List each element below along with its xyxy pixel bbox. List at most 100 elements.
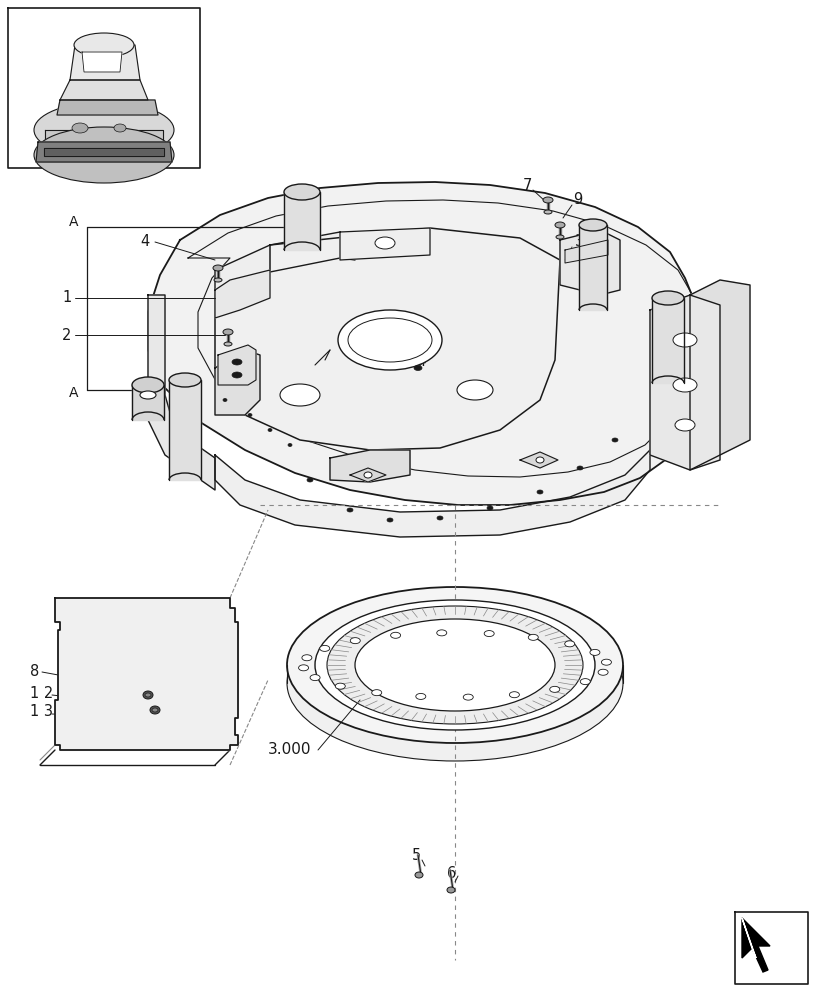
Polygon shape [215,270,270,318]
Polygon shape [70,45,140,80]
Ellipse shape [224,342,232,346]
Ellipse shape [132,377,164,393]
Polygon shape [520,452,558,468]
Ellipse shape [555,222,565,228]
Polygon shape [44,148,164,156]
Ellipse shape [320,645,330,651]
Polygon shape [60,80,148,100]
Ellipse shape [355,619,555,711]
Ellipse shape [375,237,395,249]
Polygon shape [650,295,720,470]
Ellipse shape [302,655,312,661]
Ellipse shape [213,265,223,271]
Ellipse shape [447,887,455,893]
Text: 7: 7 [523,178,532,192]
Text: 1 3: 1 3 [30,704,53,720]
Ellipse shape [652,291,684,305]
Text: 1 1: 1 1 [95,597,118,612]
Ellipse shape [544,210,552,214]
Ellipse shape [335,683,345,689]
Polygon shape [215,350,260,415]
Text: 4: 4 [140,234,149,249]
Ellipse shape [612,438,618,442]
Ellipse shape [601,659,611,665]
Ellipse shape [327,606,583,724]
Ellipse shape [598,669,608,675]
Ellipse shape [350,638,361,644]
Text: 5: 5 [412,848,421,862]
Polygon shape [742,918,756,958]
Ellipse shape [437,516,443,520]
Ellipse shape [114,124,126,132]
Ellipse shape [579,219,607,231]
Ellipse shape [673,378,697,392]
Polygon shape [169,380,201,480]
Ellipse shape [223,329,233,335]
Ellipse shape [232,372,242,378]
Ellipse shape [348,318,432,362]
Ellipse shape [214,278,222,282]
Text: 1 2: 1 2 [30,686,53,700]
Ellipse shape [463,694,473,700]
Ellipse shape [437,630,446,636]
Ellipse shape [391,632,401,638]
Ellipse shape [307,478,313,482]
Polygon shape [215,232,355,295]
Text: 6: 6 [447,865,456,880]
Ellipse shape [145,693,151,697]
Ellipse shape [268,428,272,432]
Ellipse shape [537,490,543,494]
Ellipse shape [299,665,308,671]
Polygon shape [330,450,410,482]
Ellipse shape [673,333,697,347]
Ellipse shape [140,391,156,399]
Ellipse shape [565,641,574,647]
Polygon shape [55,598,238,750]
Ellipse shape [415,872,423,878]
Polygon shape [36,142,172,162]
Ellipse shape [414,365,422,370]
Ellipse shape [509,692,520,698]
Polygon shape [57,100,158,115]
Text: A: A [69,386,79,400]
Text: 9: 9 [573,192,583,208]
Ellipse shape [34,127,174,183]
Polygon shape [215,228,560,450]
Ellipse shape [280,384,320,406]
Polygon shape [132,385,164,420]
Ellipse shape [169,373,201,387]
Ellipse shape [543,197,553,203]
Ellipse shape [457,380,493,400]
Ellipse shape [364,472,372,478]
Ellipse shape [143,691,153,699]
Polygon shape [742,918,770,972]
Polygon shape [284,192,320,250]
Polygon shape [215,450,650,537]
Ellipse shape [223,398,227,401]
Ellipse shape [528,634,539,640]
Ellipse shape [347,508,353,512]
Ellipse shape [287,605,623,761]
Polygon shape [148,182,705,505]
Polygon shape [148,295,215,490]
Ellipse shape [315,600,595,730]
Ellipse shape [74,33,134,57]
Ellipse shape [416,693,426,699]
Polygon shape [652,298,684,383]
Ellipse shape [484,631,494,637]
Ellipse shape [590,649,600,655]
Polygon shape [735,912,808,984]
Ellipse shape [150,706,160,714]
Polygon shape [560,230,620,295]
Ellipse shape [556,235,564,239]
Ellipse shape [675,419,695,431]
Polygon shape [565,240,608,263]
Polygon shape [8,8,200,168]
Ellipse shape [536,457,544,463]
Ellipse shape [287,587,623,743]
Text: 14: 14 [408,355,427,369]
Polygon shape [350,468,386,482]
Polygon shape [579,225,607,310]
Ellipse shape [487,506,493,510]
Ellipse shape [580,679,590,685]
